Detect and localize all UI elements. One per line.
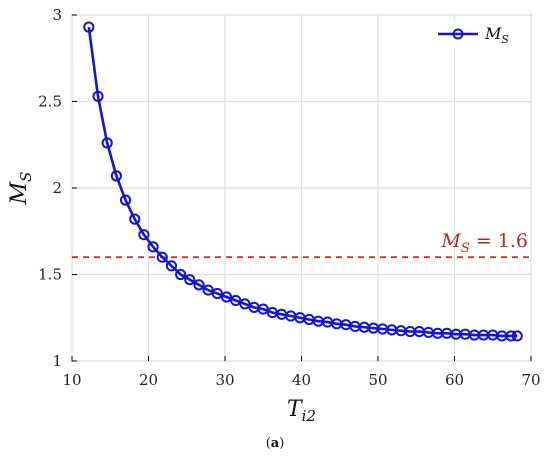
- data-point: [92, 90, 104, 102]
- x-tick-label: 40: [292, 371, 311, 389]
- data-point: [505, 330, 517, 342]
- data-point: [184, 274, 196, 286]
- caption-open: (: [265, 436, 271, 451]
- x-tick-label: 60: [445, 371, 464, 389]
- caption-letter: a: [270, 436, 280, 451]
- data-point: [165, 260, 178, 272]
- data-point: [511, 330, 523, 342]
- x-axis-title-sub: i2: [302, 407, 316, 425]
- x-tick-label: 10: [62, 371, 81, 389]
- tick-labels: 10 20 30 40 50 60 70 1 1.5 2 2.5 3: [38, 6, 540, 389]
- x-tick-label: 20: [139, 371, 158, 389]
- legend-label-main: M: [484, 24, 502, 43]
- y-axis-title-sub: S: [17, 172, 35, 182]
- grid: [71, 14, 532, 362]
- y-tick-label: 2.5: [38, 93, 62, 111]
- x-tick-label: 70: [521, 371, 540, 389]
- threshold-annotation-main: M: [440, 230, 461, 252]
- y-tick-label: 1: [52, 352, 62, 370]
- data-point: [129, 213, 141, 225]
- series-layer: [83, 21, 523, 342]
- series-line: [87, 26, 518, 338]
- data-point: [101, 137, 113, 149]
- data-point: [119, 194, 132, 206]
- y-tick-label: 3: [52, 6, 62, 24]
- data-point: [211, 287, 223, 300]
- data-point: [230, 294, 242, 307]
- legend-label: MS: [484, 24, 509, 46]
- x-tick-label: 50: [368, 371, 387, 389]
- x-tick-label: 30: [215, 371, 234, 389]
- legend-label-sub: S: [501, 33, 509, 46]
- legend: MS: [430, 20, 526, 48]
- data-point: [175, 268, 187, 281]
- y-axis-title: MS: [7, 172, 35, 206]
- data-point: [239, 298, 251, 310]
- x-axis-title-main: T: [287, 397, 304, 422]
- y-tick-label: 1.5: [38, 266, 62, 284]
- y-axis-title-main: M: [7, 181, 32, 205]
- data-point: [257, 303, 269, 315]
- data-point: [202, 284, 214, 296]
- threshold-annotation: MS = 1.6: [440, 230, 528, 256]
- data-point: [220, 291, 233, 303]
- data-point: [138, 229, 150, 241]
- threshold-annotation-value: = 1.6: [470, 230, 528, 252]
- legend-marker: [452, 28, 464, 40]
- caption-close: ): [279, 436, 285, 451]
- x-axis-title: Ti2: [287, 397, 316, 425]
- figure-caption: (a): [0, 436, 550, 451]
- threshold-annotation-sub: S: [461, 241, 470, 256]
- data-point: [193, 279, 205, 291]
- data-point: [83, 21, 95, 33]
- y-tick-label: 2: [52, 179, 62, 197]
- data-point: [156, 251, 168, 263]
- data-point: [110, 170, 122, 182]
- data-point: [147, 241, 159, 253]
